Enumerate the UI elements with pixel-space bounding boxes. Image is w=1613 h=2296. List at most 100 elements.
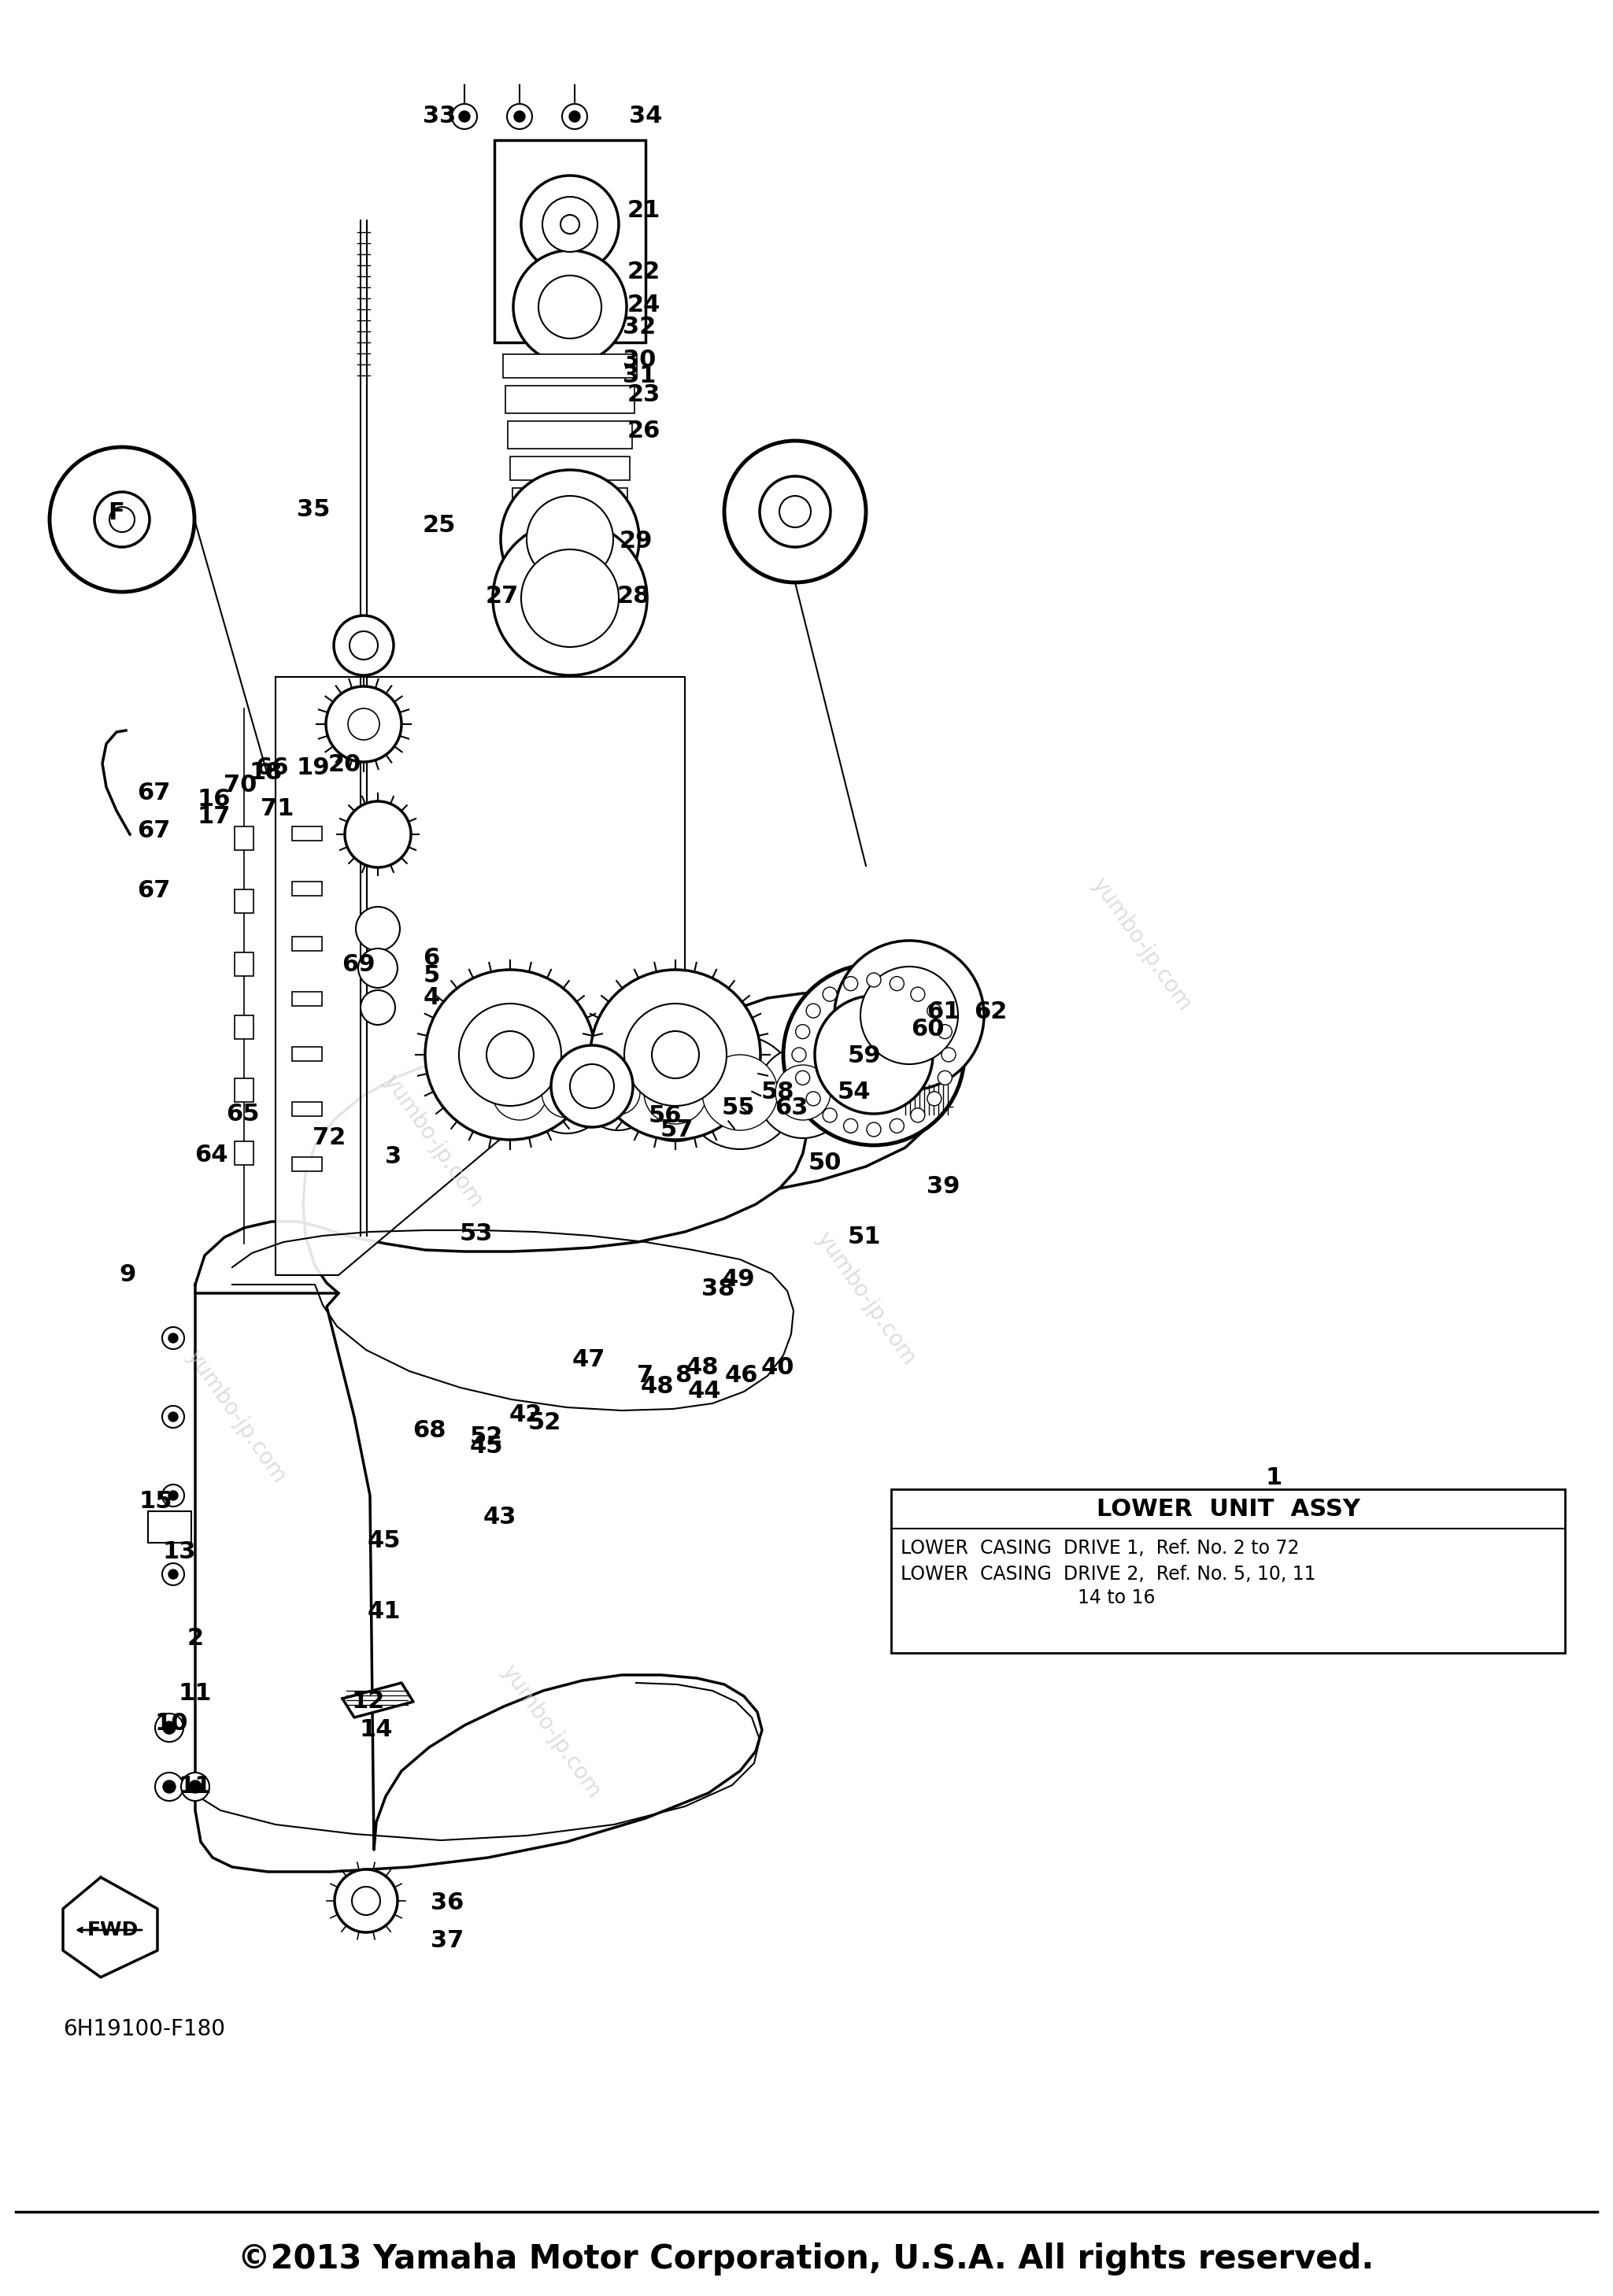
Circle shape	[823, 987, 837, 1001]
Text: 24: 24	[627, 294, 661, 317]
FancyBboxPatch shape	[292, 1157, 323, 1171]
Circle shape	[552, 1045, 632, 1127]
Text: 37: 37	[431, 1929, 465, 1952]
Text: 22: 22	[627, 259, 661, 282]
Text: 56: 56	[648, 1104, 682, 1127]
Text: 10: 10	[155, 1713, 189, 1736]
Circle shape	[823, 1109, 837, 1123]
Circle shape	[684, 1035, 797, 1150]
Text: 25: 25	[423, 514, 456, 537]
FancyBboxPatch shape	[234, 827, 253, 850]
FancyBboxPatch shape	[292, 1102, 323, 1116]
Circle shape	[350, 631, 377, 659]
Text: yumbo-jp.com: yumbo-jp.com	[1087, 875, 1195, 1015]
Text: 8: 8	[674, 1364, 692, 1387]
Circle shape	[168, 1412, 177, 1421]
Text: 51: 51	[848, 1226, 881, 1249]
Circle shape	[460, 110, 469, 122]
Circle shape	[927, 1003, 942, 1017]
Circle shape	[795, 1070, 810, 1086]
Circle shape	[163, 1405, 184, 1428]
Circle shape	[795, 1024, 810, 1038]
Circle shape	[806, 1003, 821, 1017]
Text: ©2013 Yamaha Motor Corporation, U.S.A. All rights reserved.: ©2013 Yamaha Motor Corporation, U.S.A. A…	[239, 2243, 1374, 2275]
Text: 41: 41	[368, 1600, 402, 1623]
Circle shape	[474, 1047, 565, 1139]
Text: 45: 45	[368, 1529, 402, 1552]
Text: 32: 32	[623, 315, 656, 338]
Text: 42: 42	[510, 1403, 542, 1426]
Text: F: F	[108, 501, 124, 523]
Text: 57: 57	[660, 1118, 694, 1141]
Text: yumbo-jp.com: yumbo-jp.com	[811, 1228, 919, 1368]
Text: 71: 71	[260, 797, 294, 820]
Text: 70: 70	[224, 774, 256, 797]
Circle shape	[155, 1713, 184, 1743]
Text: 43: 43	[484, 1506, 516, 1529]
Text: 1: 1	[1265, 1467, 1282, 1490]
Text: 29: 29	[619, 530, 653, 553]
Text: 15: 15	[139, 1490, 173, 1513]
FancyBboxPatch shape	[234, 953, 253, 976]
Text: 47: 47	[573, 1348, 605, 1371]
Circle shape	[561, 103, 587, 129]
Circle shape	[345, 801, 411, 868]
FancyBboxPatch shape	[292, 992, 323, 1006]
Text: 38: 38	[702, 1279, 734, 1302]
Circle shape	[526, 1052, 608, 1134]
Text: 65: 65	[226, 1102, 260, 1125]
Text: 11: 11	[179, 1683, 211, 1706]
Circle shape	[626, 1045, 724, 1141]
Text: 54: 54	[837, 1081, 871, 1104]
Circle shape	[168, 1570, 177, 1580]
Circle shape	[937, 1024, 952, 1038]
Text: 19: 19	[297, 755, 331, 778]
Circle shape	[834, 941, 984, 1091]
Circle shape	[181, 1773, 210, 1800]
Text: yumbo-jp.com: yumbo-jp.com	[497, 1660, 605, 1802]
Circle shape	[527, 496, 613, 583]
Circle shape	[890, 976, 903, 990]
Circle shape	[521, 174, 619, 273]
Circle shape	[652, 1031, 698, 1079]
Circle shape	[539, 276, 602, 338]
Circle shape	[492, 1065, 547, 1120]
Text: 69: 69	[342, 953, 374, 976]
Circle shape	[513, 250, 626, 363]
Circle shape	[521, 549, 619, 647]
Circle shape	[581, 1054, 656, 1130]
Text: 48: 48	[686, 1357, 719, 1380]
Circle shape	[452, 103, 477, 129]
FancyBboxPatch shape	[292, 937, 323, 951]
Circle shape	[168, 1490, 177, 1499]
Text: 59: 59	[847, 1045, 881, 1068]
Text: LOWER  CASING  DRIVE 1,  Ref. No. 2 to 72: LOWER CASING DRIVE 1, Ref. No. 2 to 72	[900, 1538, 1300, 1557]
Text: 26: 26	[627, 420, 661, 443]
Circle shape	[334, 615, 394, 675]
Circle shape	[352, 1887, 381, 1915]
Circle shape	[487, 1031, 534, 1079]
FancyBboxPatch shape	[292, 1047, 323, 1061]
Circle shape	[168, 1334, 177, 1343]
FancyBboxPatch shape	[234, 1079, 253, 1102]
Text: 64: 64	[194, 1143, 227, 1166]
Circle shape	[515, 110, 526, 122]
Text: 67: 67	[137, 820, 171, 843]
Circle shape	[569, 110, 581, 122]
Circle shape	[844, 1118, 858, 1132]
FancyBboxPatch shape	[513, 489, 627, 510]
Text: 5: 5	[423, 964, 440, 987]
Circle shape	[779, 496, 811, 528]
Circle shape	[361, 990, 395, 1024]
Text: 67: 67	[137, 783, 171, 806]
Circle shape	[426, 969, 595, 1139]
FancyBboxPatch shape	[505, 386, 634, 413]
Circle shape	[163, 1564, 184, 1584]
Circle shape	[163, 1486, 184, 1506]
FancyBboxPatch shape	[494, 140, 645, 342]
Text: 62: 62	[974, 1001, 1007, 1022]
Circle shape	[542, 197, 597, 253]
FancyBboxPatch shape	[234, 889, 253, 914]
Text: 53: 53	[460, 1224, 494, 1247]
Circle shape	[815, 996, 932, 1114]
